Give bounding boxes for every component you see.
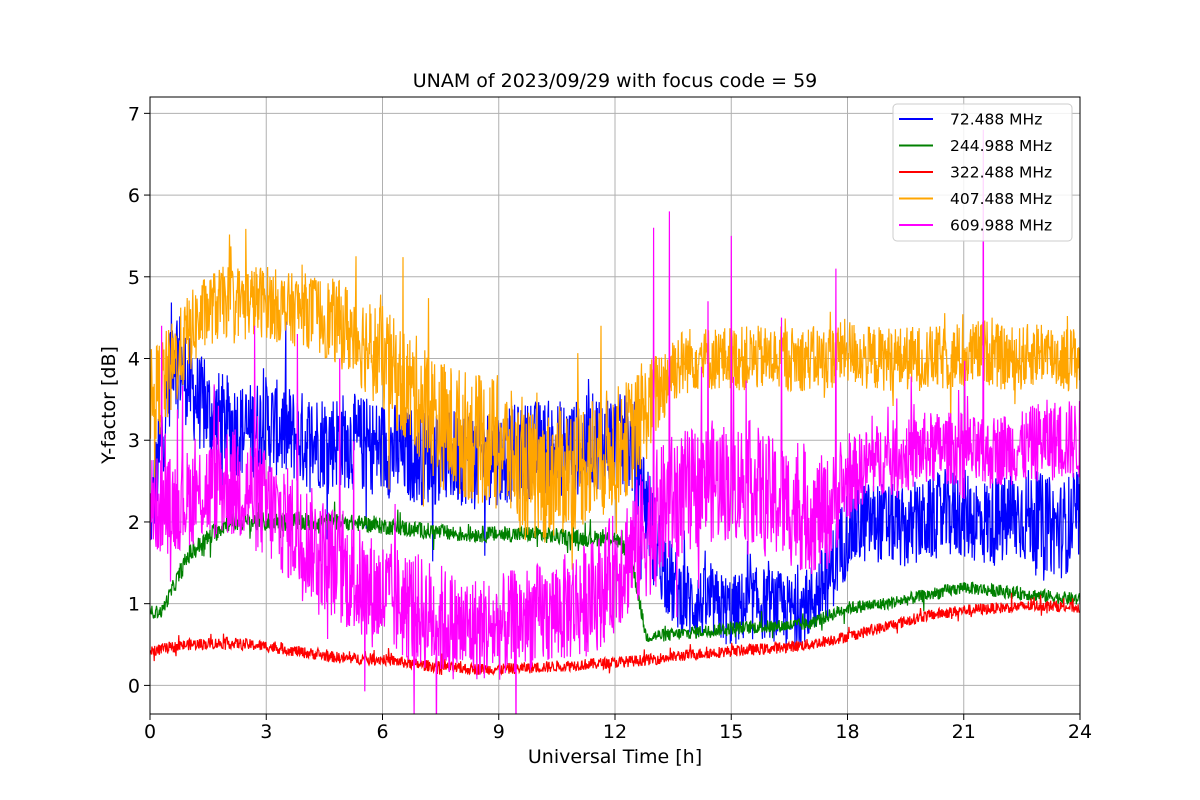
series-line-0: [150, 302, 1080, 647]
legend-label: 322.488 MHz: [950, 164, 1052, 182]
series-line-3: [150, 228, 1080, 570]
legend-box: [892, 103, 1073, 242]
legend-label: 244.988 MHz: [950, 137, 1052, 155]
x-tick-label: 6: [376, 721, 388, 743]
x-tick-label: 3: [260, 721, 272, 743]
series-line-2: [150, 592, 1080, 677]
y-tick-label: 7: [128, 103, 140, 125]
x-tick-label: 9: [493, 721, 505, 743]
x-tick-label: 18: [835, 721, 859, 743]
y-tick-label: 5: [128, 267, 140, 289]
x-axis-label: Universal Time [h]: [528, 746, 702, 768]
x-tick-label: 0: [144, 721, 156, 743]
legend-label: 72.488 MHz: [950, 111, 1042, 129]
series-layer: [150, 129, 1080, 714]
y-tick-label: 3: [128, 430, 140, 452]
chart-title: UNAM of 2023/09/29 with focus code = 59: [413, 70, 818, 92]
x-tick-label: 12: [603, 721, 627, 743]
y-tick-label: 4: [128, 349, 140, 371]
y-tick-label: 2: [128, 512, 140, 534]
y-tick-label: 0: [128, 675, 140, 697]
y-tick-label: 1: [128, 594, 140, 616]
x-tick-label: 24: [1068, 721, 1092, 743]
y-axis-label: Y-factor [dB]: [98, 346, 120, 465]
legend-label: 609.988 MHz: [950, 217, 1052, 235]
y-tick-label: 6: [128, 185, 140, 207]
series-line-4: [150, 129, 1080, 714]
x-tick-label: 15: [719, 721, 743, 743]
legend-label: 407.488 MHz: [950, 190, 1052, 208]
legend: 72.488 MHz 244.988 MHz 322.488 MHz 407.488 …: [892, 103, 1073, 242]
x-tick-label: 21: [952, 721, 976, 743]
